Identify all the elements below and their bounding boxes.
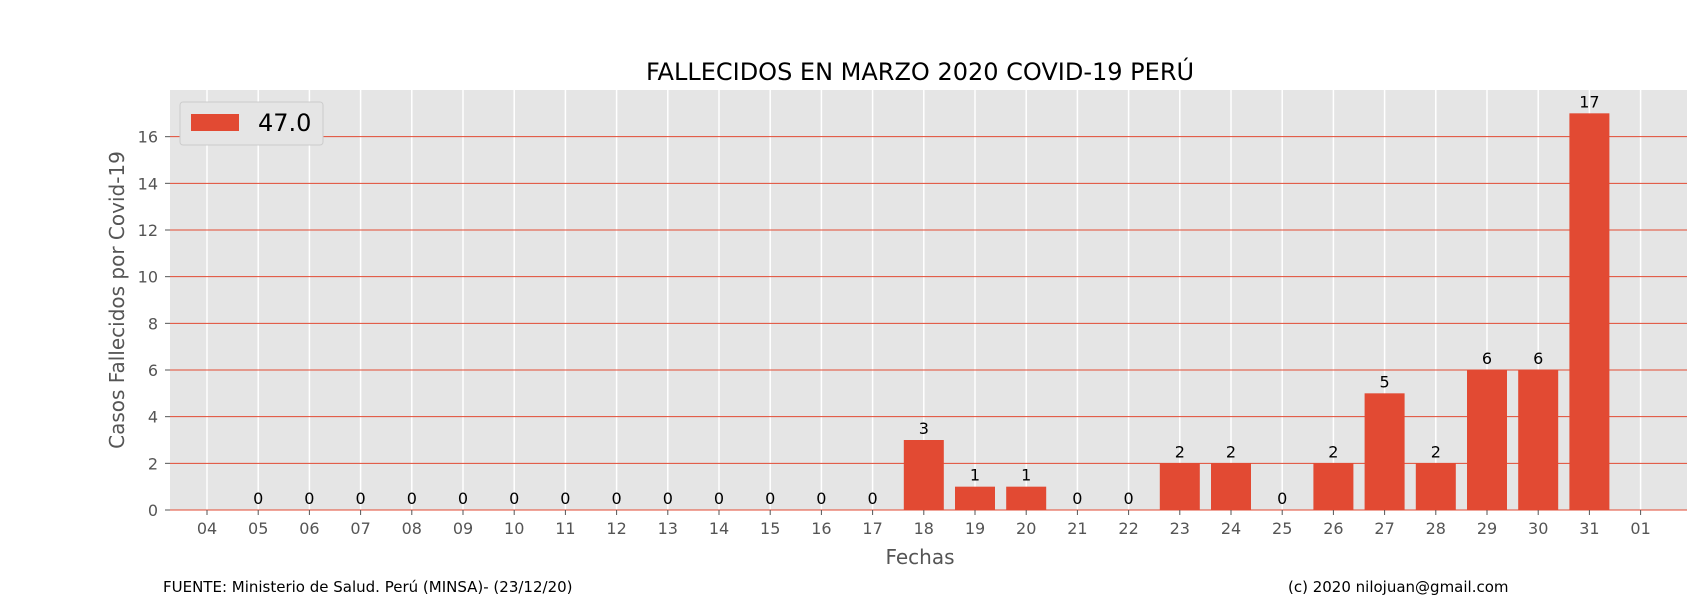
x-tick-label: 31 — [1579, 519, 1599, 538]
x-tick-label: 27 — [1374, 519, 1394, 538]
x-tick-label: 24 — [1221, 519, 1241, 538]
x-tick-label: 05 — [248, 519, 268, 538]
x-tick-label: 25 — [1272, 519, 1292, 538]
x-tick-label: 16 — [811, 519, 831, 538]
data-label: 0 — [663, 489, 673, 508]
data-label: 0 — [1124, 489, 1134, 508]
x-tick-label: 19 — [965, 519, 985, 538]
data-label: 0 — [458, 489, 468, 508]
x-axis-label: Fechas — [885, 545, 954, 569]
x-tick-label: 30 — [1528, 519, 1548, 538]
y-tick-label: 4 — [148, 408, 158, 427]
y-tick-label: 12 — [138, 221, 158, 240]
x-tick-label: 26 — [1323, 519, 1343, 538]
bar — [903, 440, 944, 510]
y-tick-label: 10 — [138, 268, 158, 287]
data-label: 0 — [816, 489, 826, 508]
data-label: 0 — [868, 489, 878, 508]
data-label: 17 — [1579, 92, 1599, 111]
x-tick-label: 06 — [299, 519, 319, 538]
data-label: 0 — [253, 489, 263, 508]
bar — [1569, 113, 1610, 510]
bar — [1467, 370, 1507, 510]
y-tick-label: 0 — [148, 501, 158, 520]
bar — [955, 486, 995, 510]
y-tick-label: 8 — [148, 314, 158, 333]
x-tick-label: 10 — [504, 519, 524, 538]
data-label: 2 — [1328, 442, 1338, 461]
x-tick-label: 18 — [914, 519, 934, 538]
data-label: 0 — [356, 489, 366, 508]
data-label: 3 — [919, 419, 929, 438]
data-label: 0 — [765, 489, 775, 508]
data-label: 6 — [1533, 349, 1543, 368]
data-label: 1 — [970, 466, 980, 485]
footer-credit: (c) 2020 nilojuan@gmail.com — [1288, 578, 1509, 596]
y-tick-labels: 0 2 4 6 8 10 12 14 16 — [138, 128, 170, 520]
legend-label: 47.0 — [258, 109, 311, 137]
data-label: 0 — [1277, 489, 1287, 508]
x-tick-label: 12 — [606, 519, 626, 538]
bars — [903, 113, 1610, 510]
data-label: 2 — [1226, 442, 1236, 461]
x-tick-label: 14 — [709, 519, 729, 538]
data-label: 0 — [407, 489, 417, 508]
data-label: 2 — [1175, 442, 1185, 461]
x-tick-label: 11 — [555, 519, 575, 538]
data-label: 0 — [714, 489, 724, 508]
x-tick-label: 13 — [658, 519, 678, 538]
x-tick-label: 28 — [1426, 519, 1446, 538]
x-tick-label: 09 — [453, 519, 473, 538]
y-tick-label: 14 — [138, 174, 158, 193]
x-tick-label: 22 — [1118, 519, 1138, 538]
x-tick-label: 17 — [862, 519, 882, 538]
data-labels: 0 0 0 0 0 0 0 0 0 0 0 0 0 3 1 1 0 0 2 2 0 2 5 2 6 6 17 — [253, 92, 1599, 508]
x-tick-label: 15 — [760, 519, 780, 538]
x-tick-label: 21 — [1067, 519, 1087, 538]
x-tick-label: 20 — [1016, 519, 1036, 538]
x-tick-label: 08 — [402, 519, 422, 538]
x-tick-labels: 04 05 06 07 08 09 10 11 12 13 14 15 16 17 18 19 20 21 22 23… — [197, 510, 1651, 538]
legend-swatch — [191, 114, 239, 131]
y-tick-label: 6 — [148, 361, 158, 380]
data-label: 0 — [560, 489, 570, 508]
bar — [1518, 370, 1559, 510]
chart-title: FALLECIDOS EN MARZO 2020 COVID-19 PERÚ — [646, 56, 1194, 86]
data-label: 0 — [304, 489, 314, 508]
x-tick-label: 29 — [1477, 519, 1497, 538]
bar — [1313, 463, 1354, 510]
data-label: 0 — [509, 489, 519, 508]
data-label: 0 — [1072, 489, 1082, 508]
x-tick-label: 01 — [1630, 519, 1650, 538]
data-label: 5 — [1380, 372, 1390, 391]
legend: 47.0 — [179, 101, 324, 146]
footer-source: FUENTE: Ministerio de Salud. Perú (MINSA… — [163, 578, 573, 596]
data-label: 0 — [612, 489, 622, 508]
y-axis-label: Casos Fallecidos por Covid-19 — [105, 151, 129, 449]
bar — [1159, 463, 1200, 510]
data-label: 1 — [1021, 466, 1031, 485]
x-tick-label: 07 — [350, 519, 370, 538]
x-tick-label: 04 — [197, 519, 217, 538]
bar — [1006, 486, 1047, 510]
data-label: 6 — [1482, 349, 1492, 368]
bar — [1364, 393, 1405, 510]
y-tick-label: 16 — [138, 128, 158, 147]
legend-box — [179, 101, 324, 146]
y-tick-label: 2 — [148, 454, 158, 473]
bar — [1415, 463, 1456, 510]
data-label: 2 — [1431, 442, 1441, 461]
bar — [1211, 463, 1251, 510]
x-tick-label: 23 — [1170, 519, 1190, 538]
